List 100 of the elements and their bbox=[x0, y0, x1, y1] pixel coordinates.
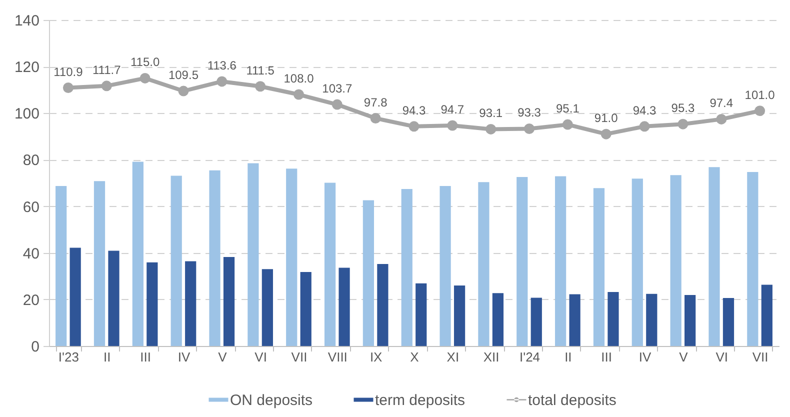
point bbox=[140, 72, 150, 84]
bar bbox=[401, 189, 412, 346]
point bbox=[639, 121, 650, 132]
data-label: 97.4 bbox=[710, 96, 734, 110]
x-tick-label: IX bbox=[370, 350, 383, 364]
point bbox=[600, 128, 612, 140]
bar bbox=[593, 188, 605, 346]
x-tick-label: V bbox=[218, 350, 228, 364]
x-tick-label: III bbox=[140, 350, 151, 364]
bar bbox=[478, 182, 490, 346]
bar bbox=[209, 170, 220, 346]
point bbox=[216, 76, 228, 87]
data-label: 94.7 bbox=[440, 102, 464, 116]
point bbox=[255, 81, 266, 92]
bar bbox=[684, 295, 696, 346]
point bbox=[524, 124, 535, 134]
y-tick-label: 20 bbox=[22, 292, 40, 309]
x-tick-label: X bbox=[410, 350, 420, 364]
bar bbox=[632, 178, 643, 346]
data-label: 111.7 bbox=[92, 62, 122, 77]
data-label: 113.6 bbox=[207, 58, 237, 72]
point bbox=[370, 113, 381, 124]
y-tick-label: 80 bbox=[22, 152, 40, 170]
bar bbox=[569, 294, 580, 346]
x-tick-label: II bbox=[564, 350, 572, 364]
bar bbox=[761, 284, 772, 346]
point bbox=[754, 106, 766, 116]
bar bbox=[708, 167, 720, 346]
bar bbox=[132, 162, 144, 346]
bar bbox=[747, 172, 758, 346]
data-label: 93.1 bbox=[479, 106, 503, 120]
data-label: 97.8 bbox=[364, 95, 388, 110]
data-label: 111.5 bbox=[246, 63, 275, 78]
bar bbox=[362, 200, 374, 346]
point bbox=[178, 86, 189, 96]
x-tick-label: XI bbox=[446, 350, 460, 364]
bar bbox=[108, 250, 120, 346]
bar bbox=[670, 175, 682, 346]
x-tick-label: VI bbox=[716, 350, 728, 364]
bar bbox=[530, 298, 542, 346]
bar bbox=[440, 186, 451, 346]
x-tick-label: V bbox=[679, 350, 688, 364]
point bbox=[562, 119, 573, 130]
data-label: 108.0 bbox=[284, 72, 314, 86]
bar bbox=[377, 264, 388, 346]
bar bbox=[146, 262, 158, 346]
data-label: 95.3 bbox=[671, 101, 695, 116]
point bbox=[293, 89, 304, 100]
x-tick-label: XII bbox=[483, 350, 500, 364]
bar bbox=[454, 285, 466, 346]
x-tick-label: III bbox=[601, 350, 612, 364]
y-tick-label: 0 bbox=[31, 338, 40, 356]
point bbox=[101, 80, 112, 92]
legend-label: total deposits bbox=[528, 392, 616, 409]
point bbox=[332, 99, 342, 110]
bar bbox=[492, 293, 504, 346]
data-label: 103.7 bbox=[322, 82, 352, 96]
bar bbox=[324, 182, 336, 346]
data-label: 101.0 bbox=[744, 88, 776, 102]
x-tick-label: VII bbox=[291, 350, 308, 364]
legend-label: term deposits bbox=[375, 392, 466, 409]
bar bbox=[338, 268, 350, 346]
y-tick-label: 40 bbox=[22, 245, 40, 262]
y-tick-label: 140 bbox=[14, 12, 40, 30]
x-tick-label: IV bbox=[178, 350, 190, 364]
bar bbox=[286, 168, 298, 346]
bar bbox=[223, 257, 235, 346]
point bbox=[62, 82, 74, 93]
legend-label: ON deposits bbox=[230, 392, 313, 409]
bar bbox=[646, 294, 658, 346]
bar bbox=[248, 163, 259, 346]
data-label: 95.1 bbox=[556, 102, 580, 116]
data-label: 93.3 bbox=[518, 106, 542, 120]
x-tick-label: VI bbox=[254, 350, 267, 364]
data-label: 109.5 bbox=[168, 68, 199, 82]
bar bbox=[262, 269, 273, 346]
x-tick-label: VIII bbox=[328, 350, 348, 364]
data-label: 94.3 bbox=[402, 103, 426, 118]
x-tick-label: I'23 bbox=[58, 350, 79, 364]
bar bbox=[416, 283, 427, 346]
bar bbox=[94, 181, 106, 346]
point bbox=[678, 118, 688, 130]
point bbox=[486, 124, 496, 134]
bar bbox=[555, 176, 566, 346]
data-label: 91.0 bbox=[594, 111, 618, 126]
bar bbox=[185, 261, 196, 346]
x-tick-label: IV bbox=[638, 350, 652, 364]
x-tick-label: II bbox=[104, 350, 111, 364]
y-tick-label: 120 bbox=[14, 59, 40, 76]
x-tick-label: I'24 bbox=[519, 350, 540, 364]
point bbox=[716, 114, 727, 124]
bar bbox=[516, 176, 528, 346]
point bbox=[408, 121, 420, 132]
bar bbox=[70, 248, 81, 346]
bar bbox=[608, 292, 619, 346]
x-tick-label: VII bbox=[752, 350, 768, 364]
data-label: 94.3 bbox=[632, 103, 657, 118]
bar bbox=[722, 298, 734, 346]
y-tick-label: 60 bbox=[22, 198, 40, 216]
data-label: 115.0 bbox=[130, 55, 160, 70]
